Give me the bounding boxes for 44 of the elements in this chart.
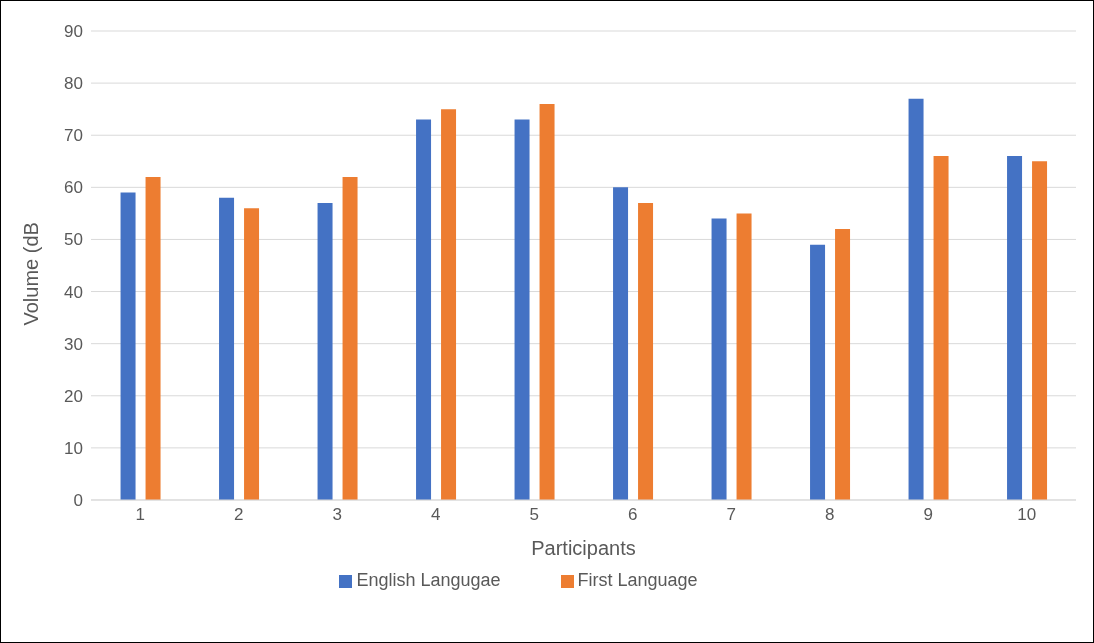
x-tick-label: 5	[529, 505, 539, 525]
y-tick-label: 70	[64, 126, 83, 146]
x-tick-label: 6	[628, 505, 638, 525]
y-tick-label: 90	[64, 22, 83, 42]
bar	[613, 187, 629, 500]
bar	[539, 103, 555, 500]
bar	[638, 202, 654, 500]
y-axis-title: Volume (dB	[20, 222, 43, 326]
bar	[711, 218, 727, 500]
bar	[145, 176, 161, 500]
x-tick-label: 9	[923, 505, 933, 525]
bar	[244, 208, 260, 500]
bar	[120, 192, 136, 500]
x-tick-label: 2	[234, 505, 244, 525]
x-tick-label: 3	[332, 505, 342, 525]
bar	[933, 156, 949, 500]
bar	[514, 119, 530, 500]
x-tick-label: 4	[431, 505, 441, 525]
y-tick-label: 40	[64, 282, 83, 302]
bar	[317, 202, 333, 500]
legend-label: First Language	[577, 570, 698, 590]
bar	[441, 109, 457, 500]
bar	[810, 244, 826, 500]
bar	[835, 229, 851, 500]
legend-label: English Langugae	[356, 570, 501, 590]
y-tick-label: 30	[64, 334, 83, 354]
y-tick-label: 60	[64, 178, 83, 198]
bar	[1007, 156, 1023, 500]
bar	[1032, 161, 1048, 500]
y-tick-label: 0	[73, 491, 83, 511]
x-tick-label: 7	[726, 505, 736, 525]
bar	[908, 98, 924, 500]
bar	[219, 197, 235, 500]
y-tick-label: 10	[64, 438, 83, 458]
bar	[342, 176, 358, 500]
y-tick-label: 80	[64, 74, 83, 94]
y-tick-label: 20	[64, 386, 83, 406]
y-tick-label: 50	[64, 230, 83, 250]
x-tick-label: 10	[1017, 505, 1037, 525]
bar	[736, 213, 752, 500]
bar	[416, 119, 432, 500]
x-axis-title: Participants	[531, 537, 636, 559]
x-tick-label: 8	[825, 505, 835, 525]
x-tick-label: 1	[135, 505, 145, 525]
